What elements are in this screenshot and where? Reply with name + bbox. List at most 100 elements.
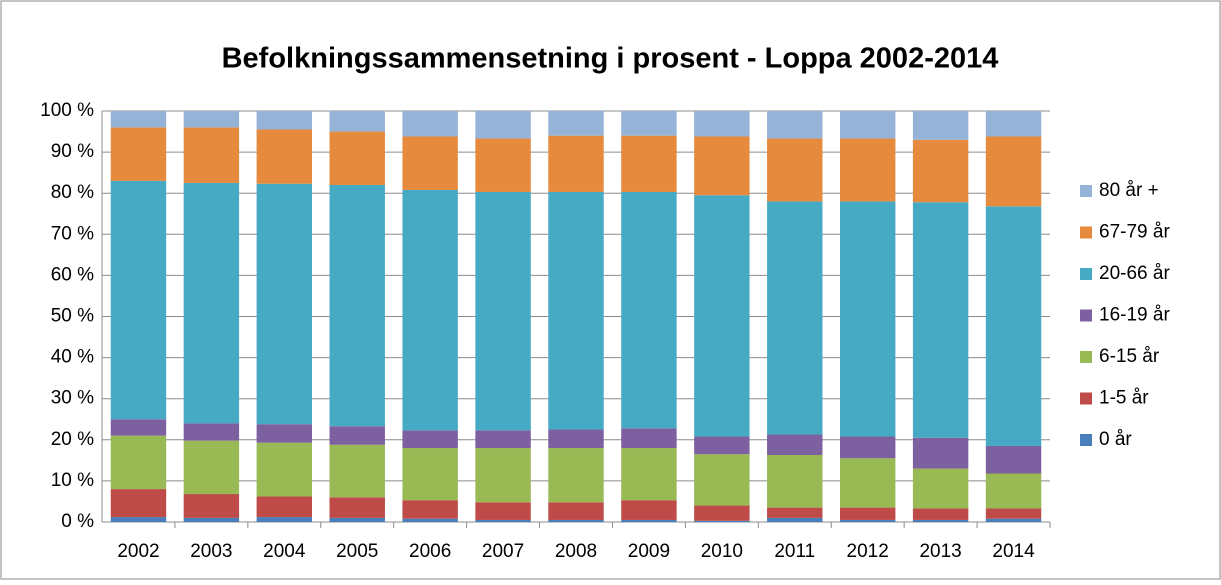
x-tick-label: 2008 xyxy=(555,541,597,562)
y-tick-label: 70 % xyxy=(51,223,94,244)
y-tick-label: 50 % xyxy=(51,306,94,327)
y-tick-label: 40 % xyxy=(51,347,94,368)
bar-segment xyxy=(475,191,531,431)
legend-swatch xyxy=(1080,185,1092,197)
bar-segment xyxy=(912,437,969,469)
x-tick-label: 2005 xyxy=(336,541,378,562)
bar-segment xyxy=(110,127,167,181)
bar-segment xyxy=(694,195,750,437)
bar-segment xyxy=(110,517,167,522)
bar-segment xyxy=(621,111,677,136)
bar-segment xyxy=(475,111,531,139)
legend-label: 80 år + xyxy=(1099,180,1159,201)
bar-segment xyxy=(767,434,823,456)
bar-segment xyxy=(694,454,750,506)
bar-segment xyxy=(621,428,677,449)
bar-segment xyxy=(839,507,896,520)
bar-segment xyxy=(402,518,458,522)
bar-segment xyxy=(475,502,531,520)
bar-segment xyxy=(402,448,458,501)
bar-segment xyxy=(912,139,969,203)
bar-segment xyxy=(767,507,823,518)
bar-segment xyxy=(329,517,385,522)
legend-swatch xyxy=(1080,392,1092,405)
bar-segment xyxy=(767,517,823,522)
bar-segment xyxy=(912,508,969,520)
bar-segment xyxy=(110,419,167,436)
bar-segment xyxy=(985,508,1042,519)
bar-segment xyxy=(694,111,750,137)
bar-segment xyxy=(548,519,604,522)
legend-label: 20-66 år xyxy=(1099,263,1170,284)
bar-segment xyxy=(985,518,1042,522)
bar-segment xyxy=(475,430,531,449)
bar-segment xyxy=(256,183,313,425)
legend-swatch xyxy=(1080,226,1092,239)
bar-segment xyxy=(183,517,240,522)
bar-segment xyxy=(402,430,458,449)
bar-segment xyxy=(985,111,1042,137)
bar-segment xyxy=(402,136,458,190)
bar-segment xyxy=(912,468,969,509)
bar-segment xyxy=(475,138,531,192)
bar-segment xyxy=(475,519,531,522)
x-tick-label: 2003 xyxy=(190,541,232,562)
legend-swatch xyxy=(1080,351,1092,363)
bar-segment xyxy=(912,111,969,140)
bar-segment xyxy=(256,424,313,443)
bar-segment xyxy=(767,138,823,202)
legend-label: 16-19 år xyxy=(1099,305,1170,326)
bar-segment xyxy=(183,440,240,495)
x-tick-label: 2014 xyxy=(992,541,1035,562)
bar-segment xyxy=(329,131,385,185)
bar-segment xyxy=(912,519,969,522)
bar-segment xyxy=(402,189,458,431)
legend-swatch xyxy=(1080,309,1092,322)
x-tick-label: 2004 xyxy=(263,541,306,562)
x-tick-label: 2011 xyxy=(774,541,815,562)
bar-segment xyxy=(110,489,167,518)
bar-segment xyxy=(256,111,313,130)
bar-segment xyxy=(839,111,896,139)
x-tick-label: 2009 xyxy=(628,541,670,562)
y-tick-label: 0 % xyxy=(61,511,94,532)
bar-segment xyxy=(985,473,1042,509)
bar-segment xyxy=(256,517,313,522)
bar-segment xyxy=(839,519,896,522)
y-tick-label: 80 % xyxy=(51,182,94,203)
bar-segment xyxy=(621,448,677,501)
bar-segment xyxy=(839,201,896,437)
bar-segment xyxy=(548,502,604,520)
x-tick-label: 2010 xyxy=(701,541,743,562)
bar-segment xyxy=(767,455,823,508)
bar-segment xyxy=(694,520,750,522)
bar-segment xyxy=(548,448,604,503)
bar-segment xyxy=(256,129,313,184)
bar-segment xyxy=(621,135,677,192)
chart-title: Befolkningssammensetning i prosent - Lop… xyxy=(222,43,999,75)
legend-label: 1-5 år xyxy=(1099,388,1149,409)
bar-segment xyxy=(329,184,385,427)
bar-segment xyxy=(985,445,1042,474)
x-tick-label: 2006 xyxy=(409,541,451,562)
bar-segment xyxy=(694,136,750,196)
bar-segment xyxy=(329,497,385,518)
y-tick-label: 60 % xyxy=(51,264,94,285)
x-tick-label: 2007 xyxy=(482,541,524,562)
legend-label: 0 år xyxy=(1099,429,1132,450)
bar-segment xyxy=(110,180,167,420)
bar-segment xyxy=(183,494,240,518)
bar-segment xyxy=(256,442,313,497)
bar-segment xyxy=(402,500,458,519)
bar-segment xyxy=(183,111,240,128)
y-tick-label: 90 % xyxy=(51,141,94,162)
bar-segment xyxy=(183,182,240,424)
y-tick-label: 10 % xyxy=(51,470,94,491)
bar-segment xyxy=(548,191,604,430)
bar-segment xyxy=(694,436,750,455)
bar-segment xyxy=(985,206,1042,446)
bar-segment xyxy=(110,435,167,490)
y-tick-label: 20 % xyxy=(51,429,94,450)
bar-segment xyxy=(839,436,896,459)
legend-label: 67-79 år xyxy=(1099,222,1170,243)
